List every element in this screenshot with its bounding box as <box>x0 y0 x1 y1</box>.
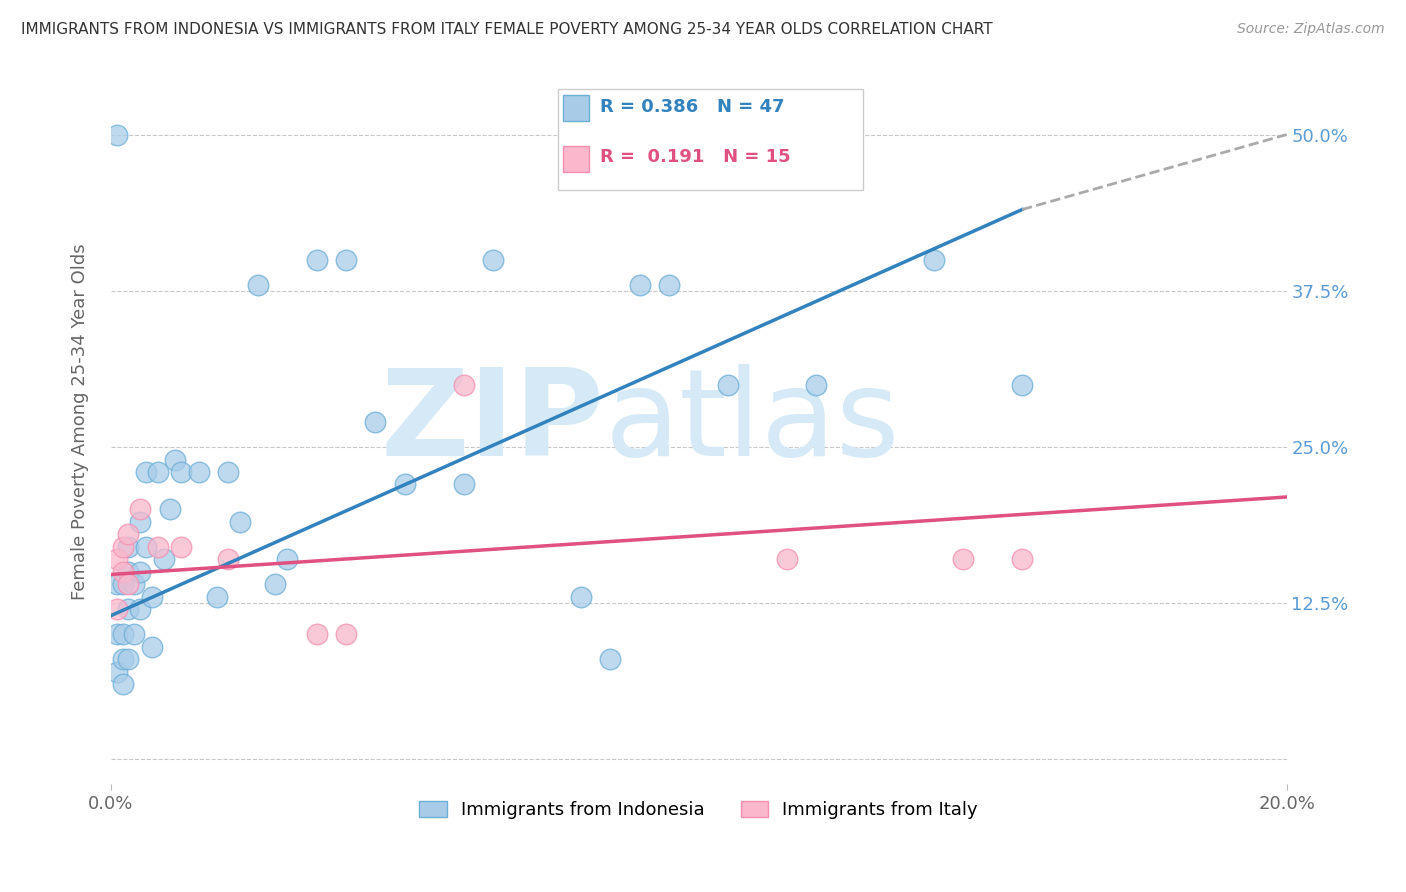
Point <box>135 465 157 479</box>
Point <box>1011 552 1033 566</box>
FancyBboxPatch shape <box>564 95 589 121</box>
Text: Source: ZipAtlas.com: Source: ZipAtlas.com <box>1237 22 1385 37</box>
FancyBboxPatch shape <box>558 88 863 190</box>
Point <box>117 565 139 579</box>
Point <box>170 465 193 479</box>
Point <box>776 552 799 566</box>
Text: atlas: atlas <box>605 364 900 481</box>
Point <box>229 515 252 529</box>
Text: R =  0.191   N = 15: R = 0.191 N = 15 <box>600 148 790 167</box>
Point <box>111 540 134 554</box>
Point <box>569 590 592 604</box>
Point <box>217 552 239 566</box>
Point <box>111 627 134 641</box>
Point <box>117 652 139 666</box>
Point <box>276 552 298 566</box>
Point <box>335 627 357 641</box>
Legend: Immigrants from Indonesia, Immigrants from Italy: Immigrants from Indonesia, Immigrants fr… <box>412 793 986 826</box>
Point <box>806 377 828 392</box>
Point <box>129 565 152 579</box>
Point <box>141 640 163 654</box>
Point <box>246 277 269 292</box>
Point <box>124 577 146 591</box>
Point <box>305 252 328 267</box>
Point <box>105 602 128 616</box>
Point <box>129 515 152 529</box>
Point <box>117 540 139 554</box>
Point <box>135 540 157 554</box>
Point <box>170 540 193 554</box>
Point <box>111 677 134 691</box>
Point <box>1011 377 1033 392</box>
Text: ZIP: ZIP <box>381 364 605 481</box>
Point <box>117 602 139 616</box>
Point <box>105 552 128 566</box>
Point <box>111 577 134 591</box>
Point <box>105 577 128 591</box>
Point <box>129 602 152 616</box>
Point <box>717 377 740 392</box>
Point <box>146 540 169 554</box>
Point <box>394 477 416 491</box>
Point <box>453 477 475 491</box>
Point <box>111 565 134 579</box>
Point <box>146 465 169 479</box>
Point <box>658 277 681 292</box>
Point <box>599 652 621 666</box>
FancyBboxPatch shape <box>564 146 589 172</box>
Point <box>217 465 239 479</box>
Point <box>141 590 163 604</box>
Point <box>305 627 328 641</box>
Point <box>205 590 228 604</box>
Point <box>105 627 128 641</box>
Point <box>264 577 287 591</box>
Point <box>628 277 651 292</box>
Point <box>129 502 152 516</box>
Point <box>111 652 134 666</box>
Point <box>117 527 139 541</box>
Text: R = 0.386   N = 47: R = 0.386 N = 47 <box>600 98 785 116</box>
Point <box>165 452 187 467</box>
Point <box>152 552 174 566</box>
Point <box>952 552 974 566</box>
Point <box>105 665 128 679</box>
Point <box>482 252 505 267</box>
Point <box>922 252 945 267</box>
Y-axis label: Female Poverty Among 25-34 Year Olds: Female Poverty Among 25-34 Year Olds <box>72 244 89 600</box>
Point <box>364 415 387 429</box>
Point <box>124 627 146 641</box>
Text: IMMIGRANTS FROM INDONESIA VS IMMIGRANTS FROM ITALY FEMALE POVERTY AMONG 25-34 YE: IMMIGRANTS FROM INDONESIA VS IMMIGRANTS … <box>21 22 993 37</box>
Point <box>188 465 211 479</box>
Point <box>453 377 475 392</box>
Point <box>117 577 139 591</box>
Point <box>105 128 128 142</box>
Point <box>335 252 357 267</box>
Point <box>159 502 181 516</box>
